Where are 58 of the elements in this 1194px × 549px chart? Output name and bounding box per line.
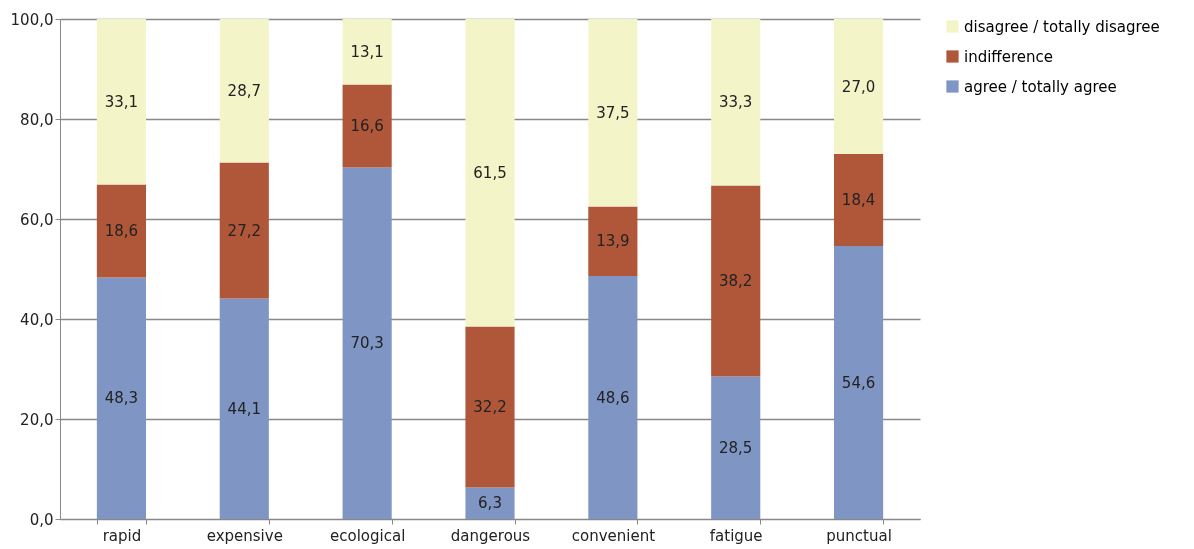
y-tick-label: 80,0 — [20, 110, 54, 129]
x-tick-label: convenient — [571, 526, 656, 545]
data-label: 38,2 — [719, 272, 753, 290]
bar — [588, 19, 638, 207]
data-label: 70,3 — [350, 334, 384, 353]
bar — [465, 326, 515, 488]
bar — [219, 162, 269, 299]
data-label: 27,2 — [227, 221, 261, 240]
y-tick-label: 40,0 — [20, 310, 54, 329]
data-label: 48,3 — [104, 389, 139, 408]
data-label: 61,5 — [473, 163, 507, 182]
y-tick-label: 100,0 — [10, 10, 54, 29]
bar — [465, 487, 515, 519]
data-label: 27,0 — [841, 77, 876, 96]
data-label: 32,2 — [473, 398, 507, 416]
data-label: 33,1 — [104, 92, 139, 111]
data-label: 37,5 — [596, 103, 630, 122]
data-label: 28,7 — [227, 81, 261, 100]
x-tick-label: rapid — [102, 526, 142, 545]
data-label: 13,9 — [596, 232, 630, 251]
data-label: 44,1 — [227, 399, 261, 418]
bar — [342, 19, 392, 85]
data-label: 18,4 — [841, 191, 876, 209]
bar — [711, 19, 761, 186]
bar — [219, 19, 269, 163]
y-tick-label: 60,0 — [20, 210, 54, 229]
legend-label: agree / totally agree — [964, 77, 1117, 96]
data-label: 48,6 — [596, 388, 630, 407]
x-tick-label: fatigue — [709, 526, 763, 545]
bar — [96, 19, 146, 185]
x-tick-label: punctual — [826, 526, 892, 545]
bar — [834, 19, 884, 154]
y-tick-label: 20,0 — [20, 410, 54, 429]
bar — [834, 246, 884, 519]
bar — [219, 298, 269, 519]
bar — [588, 276, 638, 519]
data-label: 33,3 — [719, 93, 753, 112]
bar — [342, 84, 392, 168]
data-label: 54,6 — [841, 373, 876, 392]
x-tick-label: ecological — [329, 526, 406, 545]
data-label: 28,5 — [719, 438, 753, 457]
legend-label: disagree / totally disagree — [964, 17, 1160, 36]
bar — [96, 277, 146, 519]
data-label: 13,1 — [350, 42, 384, 61]
legend-label: indifference — [964, 47, 1053, 66]
bar — [96, 184, 146, 278]
data-label: 18,6 — [104, 222, 139, 240]
bar — [711, 376, 761, 519]
bar — [588, 206, 638, 276]
bar — [711, 185, 761, 377]
x-tick-label: dangerous — [450, 526, 531, 545]
bar — [834, 154, 884, 246]
data-label: 6,3 — [478, 494, 502, 513]
y-tick-label: 0,0 — [29, 510, 54, 529]
data-label: 16,6 — [350, 117, 384, 135]
x-tick-label: expensive — [206, 526, 283, 545]
bar — [465, 19, 515, 327]
bar — [342, 167, 392, 519]
